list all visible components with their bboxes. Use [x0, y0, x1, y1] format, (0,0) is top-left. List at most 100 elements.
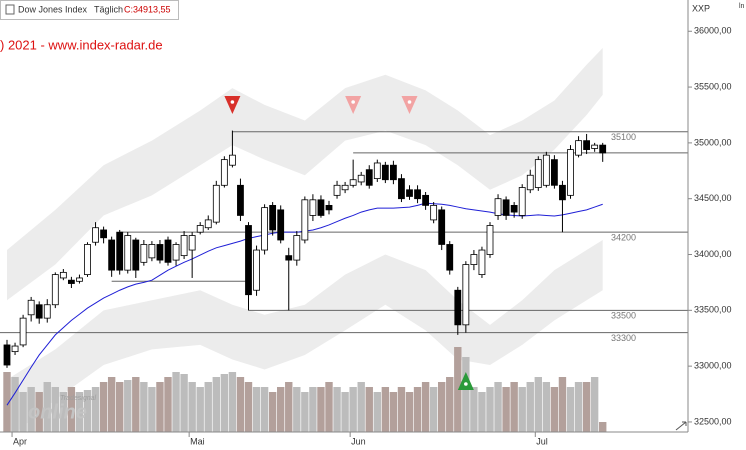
candle-body: [68, 279, 75, 284]
volume-bar: [389, 392, 398, 432]
volume-bar: [268, 392, 277, 432]
copyright: ) 2021 - www.index-radar.de: [0, 37, 163, 52]
candle-body: [325, 204, 333, 211]
candle-body: [357, 174, 365, 183]
candle-body: [309, 199, 317, 216]
candle-body: [116, 231, 124, 271]
candle-body: [285, 255, 293, 261]
volume-bar: [599, 422, 607, 432]
candle-body: [261, 207, 269, 251]
volume-bar: [341, 392, 349, 432]
volume-bar: [83, 390, 92, 432]
volume-bar: [518, 387, 526, 432]
volume-bar: [429, 387, 438, 432]
watermark-large: online: [28, 401, 87, 423]
candle-body: [486, 225, 494, 255]
band: [7, 48, 603, 301]
volume-bar: [228, 372, 237, 432]
title-box: [0, 0, 179, 20]
level-label: 35100: [611, 132, 636, 142]
volume-bar: [446, 377, 454, 432]
chart-title: Dow Jones Index: [18, 4, 88, 14]
volume-bar: [381, 387, 390, 432]
candle-body: [446, 244, 454, 271]
candle-body: [212, 184, 220, 223]
candle-body: [333, 184, 341, 196]
volume-bar: [526, 382, 534, 432]
candle-body: [140, 244, 148, 263]
volume-bar: [317, 387, 325, 432]
volume-bar: [494, 382, 502, 432]
signal-up: [457, 372, 474, 390]
candle-body: [389, 164, 397, 181]
volume-bar: [260, 387, 269, 432]
last-price: C:34913,55: [124, 4, 171, 14]
candle-body: [341, 184, 349, 191]
candle-body: [414, 189, 421, 200]
y-tick-label: 34000,00: [694, 249, 732, 259]
x-tick-label: Jul: [536, 436, 548, 446]
candle-body: [27, 299, 35, 316]
signal-dot: [230, 100, 235, 104]
candle-body: [43, 304, 51, 319]
volume-bar: [180, 374, 188, 432]
volume-bar: [51, 387, 59, 432]
candle-body: [277, 209, 285, 241]
candle-body: [317, 199, 325, 216]
x-tick-label: Mai: [190, 436, 205, 446]
volume-bar: [244, 382, 253, 432]
volume-bar: [107, 377, 116, 432]
candle-body: [381, 164, 389, 181]
volume-bar: [373, 392, 381, 432]
candle-body: [253, 249, 260, 291]
volume-bar: [405, 392, 414, 432]
volume-bar: [438, 382, 446, 432]
candle-body: [19, 317, 27, 346]
candle-body: [180, 235, 188, 257]
volume-bar: [19, 392, 27, 432]
volume-bar: [413, 387, 422, 432]
candle-body: [575, 140, 582, 156]
candle-body: [551, 159, 558, 186]
volume-bar: [212, 377, 220, 432]
volume-bar: [333, 387, 341, 432]
volume-bar: [220, 374, 229, 432]
volume-bar: [574, 382, 583, 432]
y-tick-label: 33500,00: [694, 305, 732, 315]
candle-body: [559, 184, 566, 201]
volume-bar: [550, 387, 559, 432]
candle-body: [502, 199, 510, 216]
signal-dot: [464, 382, 468, 386]
candle-body: [245, 225, 252, 296]
volume-bar: [35, 392, 43, 432]
candle-body: [478, 249, 486, 276]
signal-down: [401, 96, 418, 114]
candle-body: [237, 184, 244, 216]
volume-bar: [357, 382, 365, 432]
x-tick-label: Jun: [351, 436, 366, 446]
candle-body: [35, 304, 43, 319]
volume-bar: [11, 377, 19, 432]
plot-area: [0, 48, 688, 432]
band: [7, 240, 603, 432]
candle-body: [269, 204, 277, 231]
corner-arrow: [675, 421, 687, 431]
volume-bar: [510, 382, 518, 432]
candle-body: [454, 289, 462, 326]
candle-body: [76, 277, 83, 282]
volume-bar: [293, 387, 301, 432]
volume-bar: [236, 377, 245, 432]
volume-bar: [542, 382, 551, 432]
volume-bar: [99, 382, 108, 432]
volume-bar: [59, 392, 68, 432]
candle-body: [100, 229, 107, 239]
y-tick-label: 35500,00: [694, 81, 732, 91]
x-tick-label: Apr: [13, 436, 27, 446]
volume-bar: [140, 382, 148, 432]
signal-down: [345, 96, 362, 114]
currency: XXP: [692, 3, 710, 13]
candle-body: [108, 239, 116, 271]
volume-bar: [188, 382, 196, 432]
